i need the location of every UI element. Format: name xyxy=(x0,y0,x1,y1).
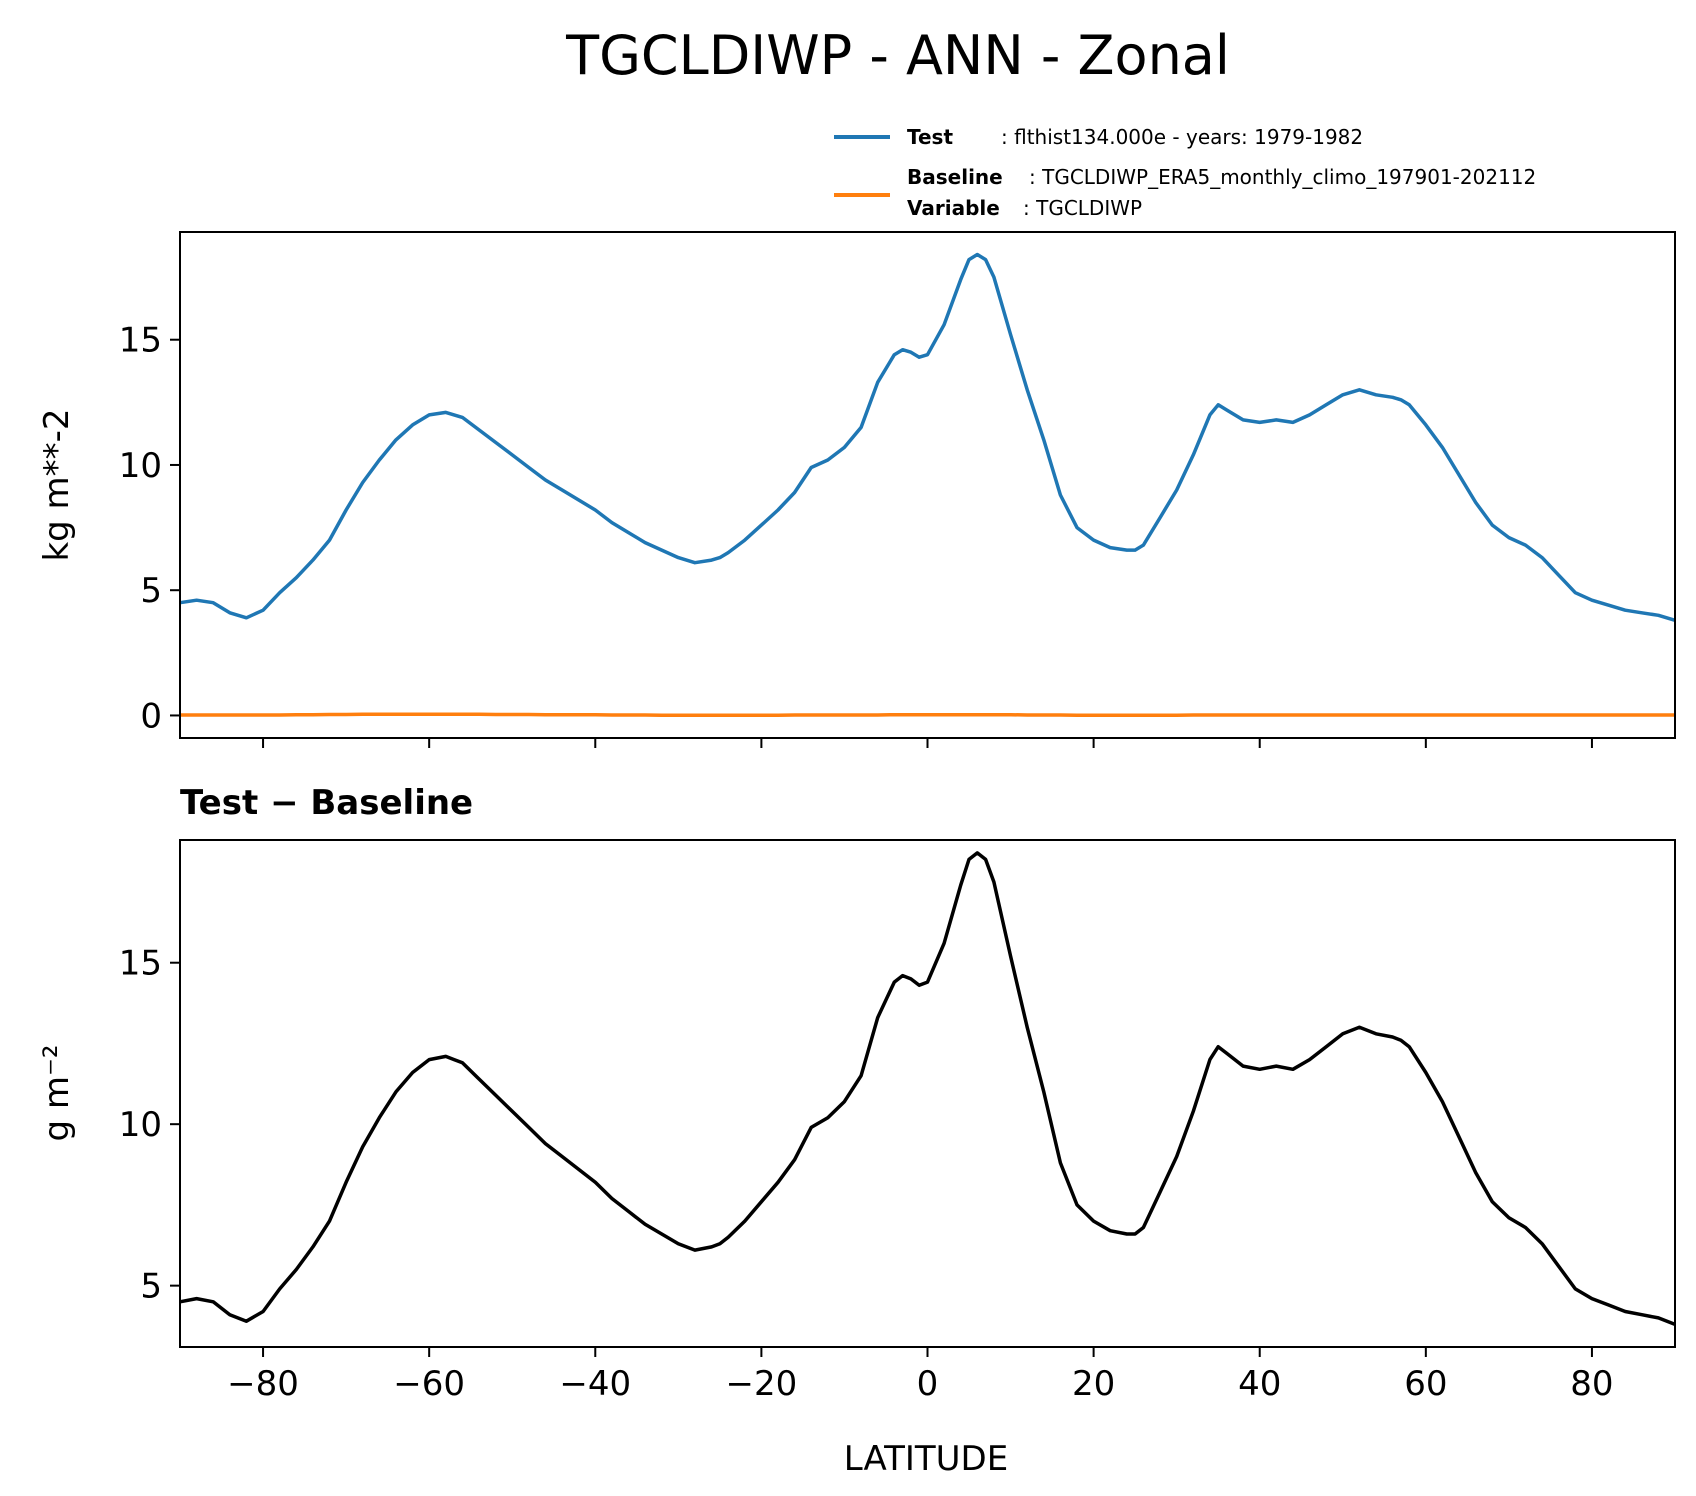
top-y-axis-label: kg m**-2 xyxy=(37,408,77,561)
legend-variable-label: Variable xyxy=(907,196,1000,220)
bottom-x-tick-label: 40 xyxy=(1238,1364,1281,1404)
bottom-ticks-group: −80 −60 −40 −20 0 20 40 60 80 5 10 15 xyxy=(119,944,1614,1404)
x-axis-label: LATITUDE xyxy=(844,1439,1008,1479)
top-ticks-group: 0 5 10 15 xyxy=(119,321,1593,748)
top-y-tick-label: 0 xyxy=(140,696,162,736)
bottom-y-tick-label: 15 xyxy=(119,944,162,984)
bottom-x-tick-label: −80 xyxy=(227,1364,299,1404)
bottom-x-tick-label: 20 xyxy=(1072,1364,1115,1404)
top-axes-frame xyxy=(179,231,1676,739)
bottom-x-tick-label: 0 xyxy=(917,1364,939,1404)
top-test-line xyxy=(179,252,1676,622)
bottom-y-tick-label: 10 xyxy=(119,1105,162,1145)
legend-variable-text: : TGCLDIWP xyxy=(1023,196,1142,220)
bottom-x-tick-label: −40 xyxy=(559,1364,631,1404)
bottom-difference-line xyxy=(179,851,1676,1327)
bottom-subplot-title: Test − Baseline xyxy=(180,783,473,823)
bottom-x-tick-label: 60 xyxy=(1404,1364,1447,1404)
top-series-group xyxy=(179,252,1676,717)
legend-test-label: Test xyxy=(907,125,953,149)
bottom-x-tick-label: −60 xyxy=(393,1364,465,1404)
top-y-tick-label: 10 xyxy=(119,446,162,486)
top-y-tick-label: 15 xyxy=(119,321,162,361)
top-baseline-line xyxy=(180,712,1675,717)
legend-baseline-label: Baseline xyxy=(907,165,1003,189)
legend-test-value: flthist134.000e - years: 1979-1982 xyxy=(1014,125,1363,149)
bottom-y-tick-label: 5 xyxy=(140,1267,162,1307)
top-y-tick-label: 5 xyxy=(140,571,162,611)
bottom-x-tick-label: −20 xyxy=(726,1364,798,1404)
bottom-axes-frame xyxy=(179,839,1676,1348)
figure-title: TGCLDIWP - ANN - Zonal xyxy=(565,24,1230,87)
bottom-y-axis-label: g m⁻² xyxy=(37,1044,77,1141)
legend-baseline-text: : TGCLDIWP_ERA5_monthly_climo_197901-202… xyxy=(1029,165,1536,189)
legend-variable-value: TGCLDIWP xyxy=(1035,196,1142,220)
bottom-x-tick-label: 80 xyxy=(1570,1364,1613,1404)
bottom-series-group xyxy=(179,851,1676,1327)
legend-test-text: : flthist134.000e - years: 1979-1982 xyxy=(1001,125,1363,149)
bottom-subplot: Test − Baseline −80 −60 −40 −20 0 20 40 60 80 5 10… xyxy=(37,783,1676,1479)
top-subplot: 0 5 10 15 kg m**-2 xyxy=(37,231,1676,748)
legend: Test : flthist134.000e - years: 1979-198… xyxy=(834,125,1536,220)
legend-baseline-value: TGCLDIWP_ERA5_monthly_climo_197901-20211… xyxy=(1041,165,1536,189)
